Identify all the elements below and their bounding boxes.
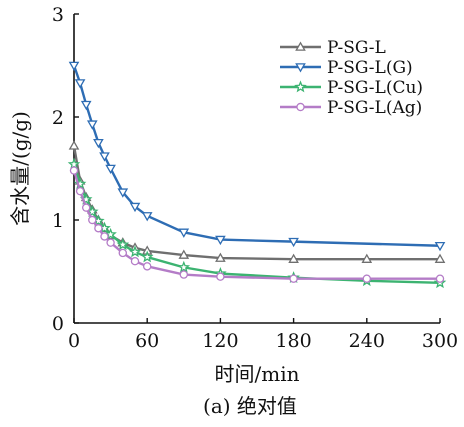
y-tick-label: 2	[52, 107, 64, 129]
data-point	[69, 166, 79, 175]
x-tick-label: 240	[349, 330, 385, 352]
data-point	[296, 102, 305, 112]
data-point	[106, 238, 115, 247]
x-tick-label: 180	[275, 330, 311, 352]
legend-label: P-SG-L(Cu)	[327, 78, 423, 98]
data-point	[362, 274, 372, 283]
series-1	[68, 61, 446, 252]
data-point	[118, 248, 128, 258]
legend-item: P-SG-L	[280, 38, 386, 58]
data-point	[361, 253, 373, 263]
data-point	[81, 203, 91, 212]
x-axis-title: 时间/min	[215, 362, 300, 386]
legend: P-SG-LP-SG-L(G)P-SG-L(Cu)P-SG-L(Ag)	[280, 38, 423, 118]
x-tick-label: 120	[202, 330, 238, 352]
legend-label: P-SG-L(G)	[327, 58, 413, 78]
data-point	[434, 241, 446, 252]
data-point	[295, 63, 306, 73]
data-point	[216, 272, 225, 281]
x-tick-label: 60	[135, 330, 159, 352]
data-point	[178, 249, 190, 259]
series-line	[72, 170, 440, 280]
data-point	[130, 256, 140, 266]
data-point	[435, 274, 445, 283]
data-point	[74, 79, 86, 89]
data-point	[129, 202, 141, 213]
data-point	[93, 138, 104, 149]
series-2	[67, 157, 447, 289]
data-point	[75, 186, 85, 196]
data-point	[288, 253, 299, 263]
data-point	[86, 120, 98, 130]
data-point	[88, 215, 97, 225]
x-tick-label: 300	[422, 330, 458, 352]
data-point	[179, 270, 189, 279]
data-point	[99, 152, 110, 162]
data-point	[80, 100, 92, 111]
legend-label: P-SG-L	[327, 38, 386, 58]
data-point	[215, 235, 226, 246]
data-point	[434, 253, 446, 263]
data-point	[104, 227, 117, 240]
data-point	[289, 274, 298, 283]
data-point	[178, 228, 190, 238]
y-tick-label: 1	[52, 210, 64, 232]
y-axis-title: 含水量/(g/g)	[8, 111, 32, 226]
legend-item: P-SG-L(G)	[280, 58, 413, 78]
data-point	[100, 232, 109, 241]
data-point	[288, 237, 299, 248]
series-line	[72, 145, 440, 261]
series-3	[69, 166, 445, 283]
data-point	[116, 238, 130, 251]
data-point	[177, 260, 191, 273]
figure-caption: (a) 绝对值	[203, 394, 297, 418]
data-point	[128, 245, 142, 258]
data-point	[68, 61, 80, 72]
data-point	[294, 80, 307, 93]
legend-item: P-SG-L(Ag)	[280, 98, 422, 118]
legend-label: P-SG-L(Ag)	[327, 98, 422, 118]
data-point	[94, 224, 103, 233]
data-point	[295, 41, 306, 51]
data-point	[68, 140, 80, 150]
y-tick-label: 3	[52, 4, 64, 26]
series-layer	[67, 61, 447, 289]
data-point	[140, 250, 154, 263]
data-point	[215, 252, 226, 262]
data-point	[117, 188, 129, 198]
legend-item: P-SG-L(Cu)	[280, 78, 423, 98]
x-tick-label: 0	[68, 330, 80, 352]
data-point	[105, 164, 116, 175]
series-line	[72, 164, 441, 285]
data-point	[142, 262, 152, 271]
y-tick-label: 0	[52, 313, 64, 335]
axes: 0 60 120 180 240 300 0 1 2 3	[52, 4, 458, 352]
data-point	[141, 212, 153, 222]
